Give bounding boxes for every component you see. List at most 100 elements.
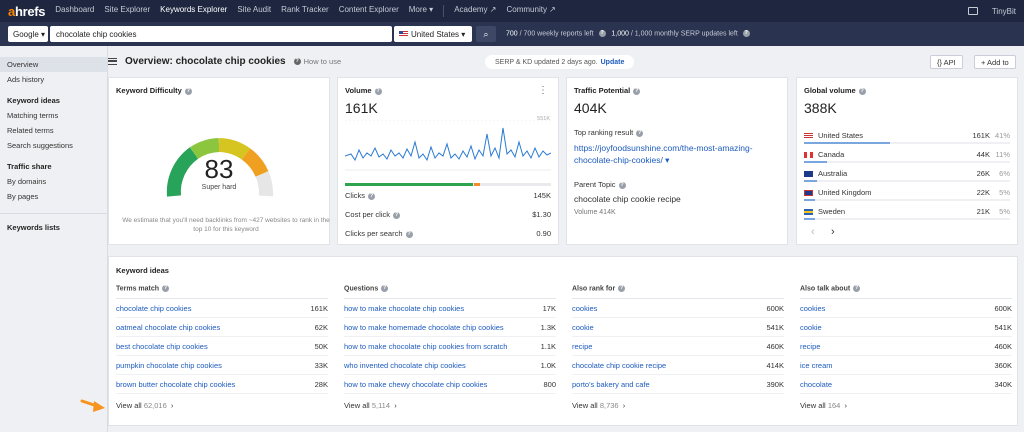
kd-title: Keyword Difficulty? xyxy=(116,86,192,95)
gv-next-icon[interactable]: › xyxy=(831,226,835,238)
parent-topic-volume: Volume 414K xyxy=(574,209,616,216)
add-to-button[interactable]: + Add to xyxy=(974,55,1016,69)
sidebar-heading-traffic-share: Traffic share xyxy=(7,162,52,171)
sidebar-item-ads-history[interactable]: Ads history xyxy=(7,75,45,84)
top-result-url[interactable]: https://joyfoodsunshine.com/the-most-ama… xyxy=(574,143,753,165)
nav-site-explorer[interactable]: Site Explorer xyxy=(104,5,151,14)
view-all-also-talk-about[interactable]: View all 164 › xyxy=(800,401,847,410)
traffic-potential-card: Traffic Potential? 404K Top ranking resu… xyxy=(566,77,788,245)
table-row[interactable]: ice cream 360K xyxy=(800,356,1012,375)
table-row[interactable]: how to make homemade chocolate chip cook… xyxy=(344,318,556,337)
sidebar-item-keywords-lists[interactable]: Keywords lists xyxy=(7,223,60,232)
table-row[interactable]: cookies 600K xyxy=(572,299,784,318)
table-row[interactable]: how to make chewy chocolate chip cookies… xyxy=(344,375,556,394)
table-row[interactable]: best chocolate chip cookies 50K xyxy=(116,337,328,356)
kd-note: We estimate that you'll need backlinks f… xyxy=(122,217,330,233)
table-row[interactable]: oatmeal chocolate chip cookies 62K xyxy=(116,318,328,337)
nav-divider xyxy=(443,5,445,17)
keyword-input[interactable] xyxy=(50,26,392,42)
table-row[interactable]: chocolate chip cookies 161K xyxy=(116,299,328,318)
nav-keywords-explorer[interactable]: Keywords Explorer xyxy=(160,5,228,14)
ahrefs-logo[interactable]: ahrefs xyxy=(8,3,46,19)
table-row[interactable]: recipe 460K xyxy=(572,337,784,356)
keyword-difficulty-card: Keyword Difficulty? 83 Super hard We est… xyxy=(108,77,330,245)
tp-title: Traffic Potential? xyxy=(574,86,641,95)
nav-content-explorer[interactable]: Content Explorer xyxy=(338,5,399,14)
nav-more[interactable]: More ▾ xyxy=(408,5,434,14)
table-row[interactable]: brown butter chocolate chip cookies 28K xyxy=(116,375,328,394)
table-row[interactable]: porto's bakery and cafe 390K xyxy=(572,375,784,394)
gv-value: 388K xyxy=(804,100,837,116)
gv-prev-icon[interactable]: ‹ xyxy=(811,226,815,238)
more-menu-icon[interactable]: ⋮ xyxy=(538,85,548,96)
table-row[interactable]: cookie 541K xyxy=(572,318,784,337)
gv-row-se: Sweden 21K 5% xyxy=(804,206,1010,225)
search-icon: ⌕ xyxy=(483,28,489,39)
parent-topic-link[interactable]: chocolate chip cookie recipe xyxy=(574,194,681,204)
sidebar-heading-keyword-ideas: Keyword ideas xyxy=(7,96,60,105)
gv-row-us: United States 161K 41% xyxy=(804,130,1010,149)
table-row[interactable]: chocolate chip cookie recipe 414K xyxy=(572,356,784,375)
parent-topic-label: Parent Topic? xyxy=(574,180,626,189)
ki-col-terms-match: Terms match? chocolate chip cookies 161K … xyxy=(116,285,328,410)
kd-value: 83 xyxy=(204,154,234,184)
sidebar-item-overview[interactable]: Overview xyxy=(0,57,107,72)
table-row[interactable]: how to make chocolate chip cookies 17K xyxy=(344,299,556,318)
view-all-questions[interactable]: View all 5,114 › xyxy=(344,401,397,410)
sidebar: Overview Ads history Keyword ideas Match… xyxy=(0,46,108,432)
table-row[interactable]: pumpkin chocolate chip cookies 33K xyxy=(116,356,328,375)
global-volume-card: Global volume? 388K United States 161K 41%… xyxy=(796,77,1018,245)
ki-col-head: Also rank for? xyxy=(572,285,784,299)
menu-icon[interactable] xyxy=(108,57,117,65)
update-button[interactable]: Update xyxy=(600,58,625,66)
api-button[interactable]: {} API xyxy=(930,55,963,69)
nav-rank-tracker[interactable]: Rank Tracker xyxy=(281,5,329,14)
top-result-label: Top ranking result? xyxy=(574,128,644,137)
view-all-also-rank-for[interactable]: View all 8,736 › xyxy=(572,401,626,410)
user-menu[interactable]: TinyBit xyxy=(991,6,1016,16)
sidebar-item-by-domains[interactable]: By domains xyxy=(7,177,47,186)
volume-chart xyxy=(345,120,551,171)
nav-dashboard[interactable]: Dashboard xyxy=(55,5,95,14)
sidebar-item-by-pages[interactable]: By pages xyxy=(7,192,39,201)
clicks-row: Clicks? 145K xyxy=(345,191,551,200)
gv-row-ca: Canada 44K 11% xyxy=(804,149,1010,168)
sidebar-item-related-terms[interactable]: Related terms xyxy=(7,126,54,135)
nav-site-audit[interactable]: Site Audit xyxy=(237,5,272,14)
sidebar-item-matching-terms[interactable]: Matching terms xyxy=(7,111,59,120)
country-select[interactable]: United States ▾ xyxy=(394,26,472,42)
cpc-row: Cost per click? $1.30 xyxy=(345,210,551,219)
ki-col-head: Terms match? xyxy=(116,285,328,299)
table-row[interactable]: recipe 460K xyxy=(800,337,1012,356)
info-icon[interactable]: ? xyxy=(633,87,641,95)
view-all-terms-match[interactable]: View all 62,016 › xyxy=(116,401,174,410)
table-row[interactable]: who invented chocolate chip cookies 1.0K xyxy=(344,356,556,375)
ki-title: Keyword ideas xyxy=(116,266,169,275)
search-button[interactable]: ⌕ xyxy=(476,26,496,42)
how-to-use-link[interactable]: ? How to use xyxy=(293,56,342,66)
se-flag-icon xyxy=(804,209,813,215)
table-row[interactable]: how to make chocolate chip cookies from … xyxy=(344,337,556,356)
info-icon[interactable]: ? xyxy=(374,87,382,95)
ki-col-head: Also talk about? xyxy=(800,285,1012,299)
gv-row-au: Australia 26K 6% xyxy=(804,168,1010,187)
table-row[interactable]: cookies 600K xyxy=(800,299,1012,318)
nav-community[interactable]: Community ↗ xyxy=(506,5,556,14)
ki-col-questions: Questions? how to make chocolate chip co… xyxy=(344,285,556,410)
serp-update-pill: SERP & KD updated 2 days ago. Update xyxy=(485,55,635,69)
table-row[interactable]: cookie 541K xyxy=(800,318,1012,337)
gv-row-uk: United Kingdom 22K 5% xyxy=(804,187,1010,206)
info-icon[interactable]: ? xyxy=(858,87,866,95)
ca-flag-icon xyxy=(804,152,813,158)
search-engine-select[interactable]: Google ▾ xyxy=(8,26,48,42)
weekly-quota: 700 / 700 weekly reports left ? 1,000 / … xyxy=(506,30,750,38)
sidebar-item-search-suggestions[interactable]: Search suggestions xyxy=(7,141,73,150)
monitor-icon[interactable] xyxy=(967,7,978,15)
kd-gauge xyxy=(166,138,274,197)
table-row[interactable]: chocolate 340K xyxy=(800,375,1012,394)
top-nav: ahrefs Dashboard Site Explorer Keywords … xyxy=(0,0,1024,22)
nav-academy[interactable]: Academy ↗ xyxy=(454,5,497,14)
info-icon[interactable]: ? xyxy=(184,87,192,95)
volume-title: Volume? xyxy=(345,86,382,95)
clicks-bar xyxy=(345,183,551,186)
